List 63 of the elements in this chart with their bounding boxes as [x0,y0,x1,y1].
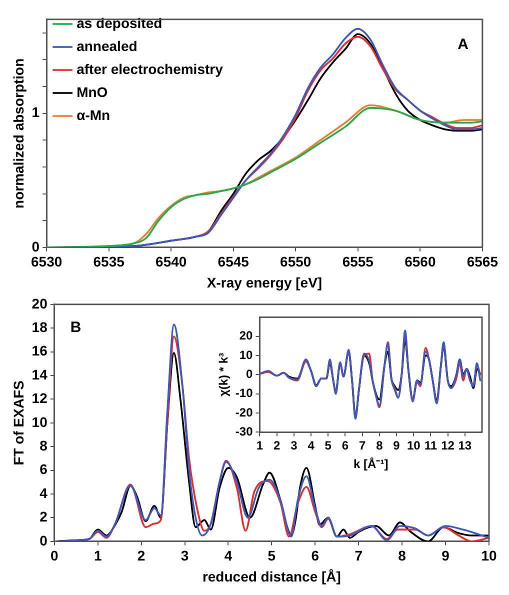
y-tick-label: 10 [32,414,48,430]
x-tick-label: 6565 [466,254,498,270]
x-tick-label: 7 [354,548,363,564]
y-tick-label: 20 [239,328,254,343]
x-tick-label: 6530 [31,254,62,270]
x-tick-label: 6550 [280,254,312,270]
x-tick-label: 8 [398,548,406,564]
x-tick-label: 3 [180,548,189,564]
x-tick-label: 4 [308,438,315,453]
legend-label: α-Mn [76,106,110,123]
y-tick-label: -30 [235,424,254,439]
y-tick-label: 0 [40,532,48,548]
x-tick-label: 9 [393,438,400,453]
x-tick-label: 0 [50,548,58,564]
y-tick-label: 1 [32,104,40,120]
x-tick-label: 13 [458,438,472,453]
y-tick-label: 0 [246,367,254,382]
x-tick-label: 10 [481,548,497,564]
x-tick-label: 4 [224,548,232,564]
y-tick-label: -10 [235,386,254,400]
x-tick-label: 2 [137,548,146,564]
x-tick-label: 5 [324,438,332,453]
x-axis-title: reduced distance [Å] [202,568,341,584]
y-tick-label: 12 [32,390,48,406]
legend-label: after electrochemistry [76,60,224,77]
x-tick-label: 6535 [93,254,125,270]
x-tick-label: 8 [376,438,384,453]
y-tick-label: 14 [32,366,48,382]
x-tick-label: 10 [406,438,421,453]
legend-label: annealed [76,38,138,54]
x-tick-label: 1 [256,438,264,453]
x-tick-label: 9 [442,548,450,564]
y-tick-label: 20 [32,295,48,312]
y-axis-title: FT of EXAFS [10,380,26,466]
legend-label: MnO [76,84,108,100]
y-tick-label: -20 [235,405,254,420]
y-tick-label: 2 [40,508,48,525]
x-tick-label: 6560 [404,254,436,270]
y-axis-title: normalized absorption [10,58,26,208]
x-axis-title: k [Å⁻¹] [354,457,388,472]
x-tick-label: 2 [273,438,280,453]
annotation: A [458,36,469,54]
y-axis-title: χ(k) * k³ [216,352,231,396]
x-tick-label: 6 [311,548,320,564]
x-tick-label: 3 [290,438,298,453]
x-tick-label: 6540 [156,254,187,270]
y-tick-label: 6 [40,461,48,478]
y-tick-label: 18 [32,318,48,335]
x-tick-label: 6545 [218,254,250,270]
x-tick-label: 7 [358,438,366,453]
x-axis-title: X-ray energy [eV] [206,274,322,290]
x-tick-label: 6 [342,438,349,453]
x-tick-label: 5 [268,548,276,564]
x-tick-label: 1 [94,548,102,564]
x-tick-label: 12 [441,438,455,453]
x-tick-label: 11 [424,438,438,453]
y-tick-label: 10 [239,348,254,362]
legend-label: as deposited [76,14,162,31]
x-tick-label: 6555 [342,254,374,270]
y-tick-label: 4 [40,484,48,501]
y-tick-label: 16 [32,342,48,359]
annotation: B [70,319,82,336]
y-tick-label: 0 [32,238,40,254]
